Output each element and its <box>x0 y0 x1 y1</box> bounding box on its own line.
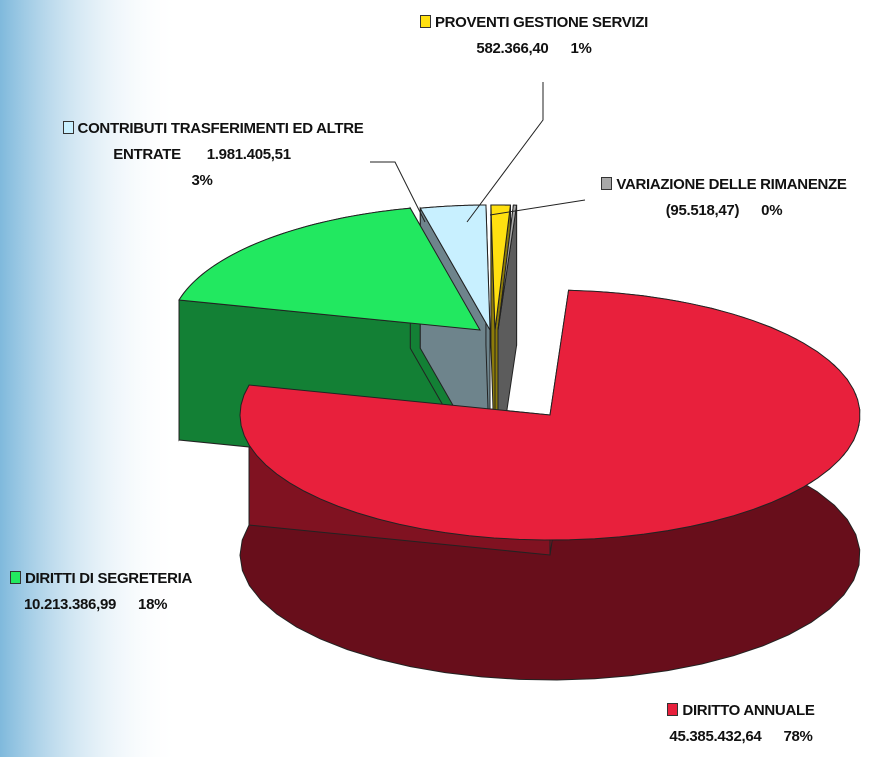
label-text: DIRITTI DI SEGRETERIA <box>25 570 193 587</box>
label-text: VARIAZIONE DELLE RIMANENZE <box>616 176 847 193</box>
slice-label: DIRITTO ANNUALE 45.385.432,64 78% <box>632 698 872 750</box>
slice <box>419 204 491 331</box>
label-text: 3% <box>191 172 213 189</box>
label-text: CONTRIBUTI TRASFERIMENTI ED ALTRE ENTRAT… <box>77 120 364 163</box>
label-text: 1.981.405,51 <box>206 146 291 163</box>
slice <box>239 289 861 541</box>
label-text: 10.213.386,99 <box>24 596 117 613</box>
label-text: PROVENTI GESTIONE SERVIZI <box>434 14 649 31</box>
legend-swatch <box>601 177 613 190</box>
slice-label: PROVENTI GESTIONE SERVIZI 582.366,40 1% <box>400 10 690 62</box>
slice <box>497 204 518 331</box>
legend-swatch <box>10 571 21 584</box>
label-text: 582.366,40 <box>476 40 549 57</box>
slice-label: VARIAZIONE DELLE RIMANENZE (95.518,47) 0% <box>585 172 885 224</box>
label-text: (95.518,47) <box>665 202 740 219</box>
legend-swatch <box>419 15 431 28</box>
slice <box>490 204 511 331</box>
background-stripe <box>0 0 180 757</box>
pie <box>178 204 861 681</box>
label-text: 0% <box>761 202 783 219</box>
legend-swatch <box>667 703 679 716</box>
slice-label: DIRITTI DI SEGRETERIA 10.213.386,99 18% <box>10 566 250 618</box>
legend-swatch <box>62 121 74 134</box>
label-text: 78% <box>783 728 813 745</box>
slice-label: CONTRIBUTI TRASFERIMENTI ED ALTRE ENTRAT… <box>58 116 368 194</box>
leader-lines <box>370 82 586 223</box>
label-text: 1% <box>570 40 592 57</box>
label-text: DIRITTO ANNUALE <box>682 702 815 719</box>
label-text: 18% <box>138 596 168 613</box>
label-text: 45.385.432,64 <box>669 728 762 745</box>
slice <box>178 207 481 331</box>
